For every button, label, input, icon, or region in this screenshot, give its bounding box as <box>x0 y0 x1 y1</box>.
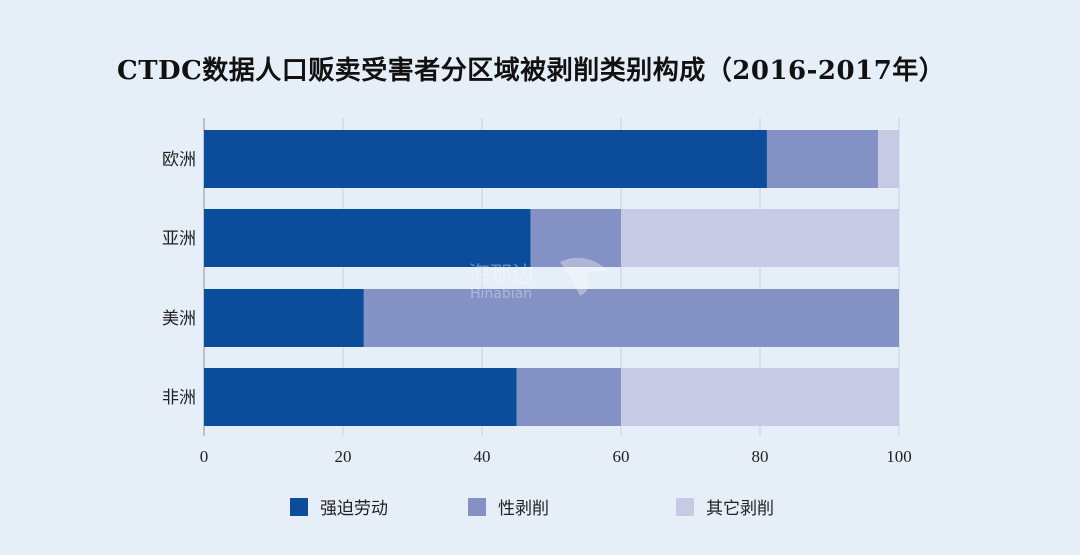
bar-2-series-0 <box>204 289 364 347</box>
legend: 强迫劳动 性剥削 其它剥削 <box>290 498 774 519</box>
x-tick-40: 40 <box>474 447 491 466</box>
category-label-1: 亚洲 <box>162 229 196 249</box>
x-tick-100: 100 <box>886 447 912 466</box>
legend-swatch-0 <box>290 498 308 516</box>
bar-2-series-1 <box>363 289 900 347</box>
bars <box>204 130 900 426</box>
bar-1-series-1 <box>530 209 621 267</box>
category-label-0: 欧洲 <box>162 150 196 170</box>
x-tick-0: 0 <box>200 447 209 466</box>
legend-swatch-1 <box>468 498 486 516</box>
x-tick-80: 80 <box>752 447 769 466</box>
x-tick-60: 60 <box>613 447 630 466</box>
category-label-2: 美洲 <box>162 309 196 329</box>
chart-title: CTDC数据人口贩卖受害者分区域被剥削类别构成（2016-2017年） <box>117 56 946 86</box>
watermark-text: 海那边 <box>468 263 534 288</box>
legend-label-2: 其它剥削 <box>706 499 774 519</box>
x-tick-labels: 0 20 40 60 80 100 <box>200 447 912 466</box>
bar-1-series-0 <box>204 209 531 267</box>
category-label-3: 非洲 <box>162 388 196 408</box>
legend-label-0: 强迫劳动 <box>320 499 388 519</box>
bar-3-series-0 <box>204 368 517 426</box>
bar-0-series-2 <box>878 130 899 188</box>
x-tick-20: 20 <box>335 447 352 466</box>
watermark-subtext: Hinabian <box>470 286 532 302</box>
bar-1-series-2 <box>621 209 899 267</box>
legend-swatch-2 <box>676 498 694 516</box>
bar-0-series-0 <box>204 130 767 188</box>
watermark-logo-icon <box>560 257 610 296</box>
watermark: 海那边 Hinabian <box>468 257 610 302</box>
legend-label-1: 性剥削 <box>498 499 549 519</box>
bar-3-series-2 <box>621 368 899 426</box>
bar-3-series-1 <box>516 368 621 426</box>
bar-0-series-1 <box>766 130 879 188</box>
